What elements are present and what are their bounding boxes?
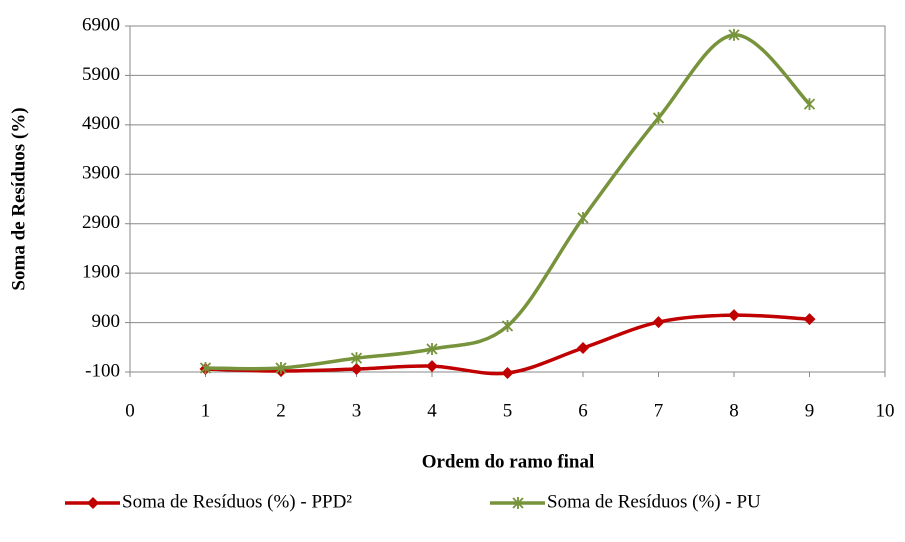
y-tick-label: -100 <box>85 360 120 381</box>
marker <box>275 362 287 375</box>
x-tick-label: 1 <box>201 400 211 421</box>
marker <box>426 360 438 373</box>
y-tick-label: 3900 <box>82 163 120 184</box>
y-tick-label: 6900 <box>82 14 120 35</box>
x-axis-label: Ordem do ramo final <box>422 451 595 472</box>
marker <box>426 343 438 356</box>
x-tick-label: 7 <box>654 400 664 421</box>
y-tick-label: 5900 <box>82 64 120 85</box>
legend-marker <box>512 497 524 509</box>
marker <box>350 363 363 376</box>
marker <box>652 316 665 329</box>
x-tick-label: 3 <box>352 400 362 421</box>
x-tick-label: 4 <box>427 400 437 421</box>
legend-label: Soma de Resíduos (%) - PPD² <box>122 491 352 512</box>
x-tick-label: 5 <box>503 400 513 421</box>
y-tick-label: 1900 <box>82 262 120 283</box>
marker <box>728 28 740 41</box>
marker <box>501 320 514 333</box>
marker <box>728 309 740 322</box>
x-tick-label: 10 <box>876 400 895 421</box>
x-tick-label: 8 <box>729 400 739 421</box>
y-axis-label: Soma de Resíduos (%) <box>8 107 29 290</box>
series-line <box>205 33 811 371</box>
marker <box>803 313 816 326</box>
marker <box>350 352 363 365</box>
x-tick-label: 6 <box>578 400 588 421</box>
marker <box>501 366 514 379</box>
x-tick-label: 2 <box>276 400 286 421</box>
marker <box>577 212 589 225</box>
legend-label: Soma de Resíduos (%) - PU <box>547 491 761 512</box>
marker <box>199 362 212 375</box>
x-tick-label: 9 <box>805 400 815 421</box>
marker <box>803 98 816 111</box>
x-tick-label: 0 <box>125 400 135 421</box>
marker <box>652 111 665 124</box>
legend-marker <box>87 497 99 509</box>
y-tick-label: 900 <box>92 311 121 332</box>
y-tick-label: 2900 <box>82 212 120 233</box>
y-tick-label: 4900 <box>82 113 120 134</box>
marker <box>577 342 589 355</box>
